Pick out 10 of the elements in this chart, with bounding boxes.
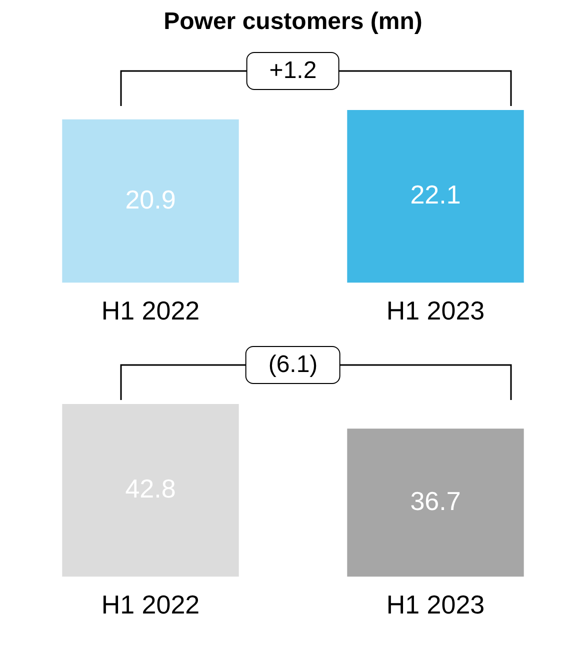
text: (6.1)	[245, 346, 341, 384]
data-label: 36.7	[410, 486, 461, 516]
data-label: 22.1	[410, 180, 461, 210]
x-tick-label: H1 2022	[101, 590, 200, 620]
text: +1.2	[246, 52, 340, 90]
x-tick-label: H1 2023	[386, 590, 485, 620]
x-tick-label: H1 2023	[386, 296, 485, 326]
chart-title: Power customers (mn)	[162, 8, 424, 37]
x-tick-label: H1 2022	[101, 296, 200, 326]
data-label: 20.9	[125, 184, 176, 214]
